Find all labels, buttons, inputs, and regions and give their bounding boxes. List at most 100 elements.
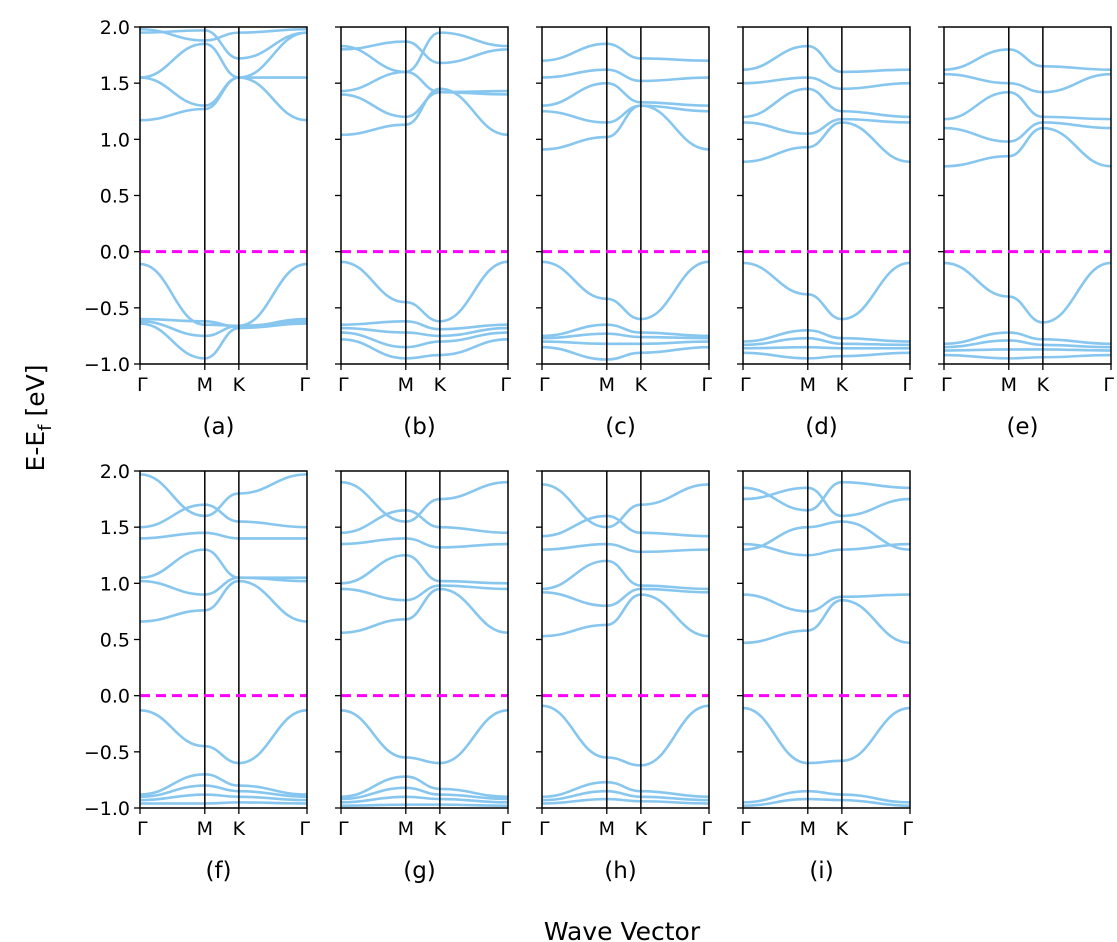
band-line-3 bbox=[743, 598, 910, 645]
panel-d: Γ M K Γ (d) bbox=[737, 26, 913, 440]
band-line-8 bbox=[341, 40, 508, 65]
y-tick-label: −1.0 bbox=[84, 798, 130, 820]
band-line-4 bbox=[140, 801, 307, 805]
band-line-4 bbox=[944, 353, 1111, 360]
band-line-7 bbox=[944, 90, 1111, 121]
band-lines bbox=[140, 473, 307, 805]
k-point-label: Γ bbox=[500, 374, 511, 396]
k-point-label: K bbox=[635, 818, 648, 840]
y-tick-label: 2.0 bbox=[100, 461, 130, 483]
panel-e: Γ M K Γ (e) bbox=[938, 26, 1114, 440]
k-point-label: M bbox=[398, 818, 414, 840]
k-point-label: Γ bbox=[701, 818, 712, 840]
band-line-7 bbox=[743, 87, 910, 119]
y-tick-label: −1.0 bbox=[84, 354, 130, 376]
band-line-2 bbox=[341, 786, 508, 801]
band-line-0 bbox=[743, 261, 910, 321]
panel-frame bbox=[541, 470, 710, 809]
band-line-1 bbox=[542, 780, 709, 799]
band-line-4 bbox=[542, 345, 709, 361]
y-tick-label: −0.5 bbox=[84, 298, 130, 320]
k-point-label: Γ bbox=[299, 818, 310, 840]
panel-label: (e) bbox=[1006, 414, 1038, 440]
panel-label: (a) bbox=[202, 414, 234, 440]
k-point-label: Γ bbox=[1103, 374, 1114, 396]
band-line-6 bbox=[944, 121, 1111, 143]
k-point-label: K bbox=[233, 818, 246, 840]
k-point-label: M bbox=[1001, 374, 1017, 396]
band-line-5 bbox=[743, 121, 910, 164]
k-point-label: Γ bbox=[941, 374, 952, 396]
panel-h: Γ M K Γ (h) bbox=[536, 470, 712, 884]
band-line-9 bbox=[341, 509, 508, 535]
k-point-label: K bbox=[836, 374, 849, 396]
y-tick-label: −0.5 bbox=[84, 742, 130, 764]
band-line-1 bbox=[542, 323, 709, 338]
band-line-5 bbox=[140, 76, 307, 107]
band-line-1 bbox=[944, 331, 1111, 346]
band-line-9 bbox=[743, 44, 910, 74]
band-line-3 bbox=[140, 322, 307, 360]
k-point-label: Γ bbox=[902, 374, 913, 396]
band-line-9 bbox=[542, 42, 709, 62]
band-lines bbox=[743, 44, 910, 360]
k-point-label: M bbox=[800, 818, 816, 840]
band-line-9 bbox=[542, 483, 709, 529]
band-line-1 bbox=[743, 789, 910, 804]
k-point-label: M bbox=[800, 374, 816, 396]
band-line-0 bbox=[341, 708, 508, 765]
k-point-label: Γ bbox=[299, 374, 310, 396]
band-line-0 bbox=[140, 708, 307, 765]
y-tick-label: 1.5 bbox=[100, 517, 130, 539]
panel-b: Γ M K Γ (b) bbox=[335, 26, 511, 440]
band-line-4 bbox=[743, 351, 910, 360]
band-lines bbox=[542, 42, 709, 361]
band-line-3 bbox=[542, 797, 709, 805]
panel-c: Γ M K Γ (c) bbox=[536, 26, 712, 440]
band-line-3 bbox=[140, 793, 307, 802]
band-line-1 bbox=[341, 775, 508, 799]
band-line-7 bbox=[140, 548, 307, 580]
k-point-label: Γ bbox=[902, 818, 913, 840]
band-line-4 bbox=[341, 337, 508, 360]
y-axis-title: E-Ef [eV] bbox=[21, 365, 56, 472]
band-line-1 bbox=[140, 772, 307, 796]
band-line-6 bbox=[542, 559, 709, 591]
band-line-6 bbox=[542, 104, 709, 124]
band-line-9 bbox=[341, 31, 508, 74]
band-line-2 bbox=[743, 336, 910, 347]
band-line-6 bbox=[341, 90, 508, 119]
band-lines bbox=[341, 480, 508, 808]
panel-label: (h) bbox=[604, 858, 637, 884]
band-lines bbox=[944, 48, 1111, 360]
band-line-7 bbox=[341, 70, 508, 94]
band-line-4 bbox=[140, 76, 307, 122]
panel-label: (i) bbox=[809, 858, 833, 884]
band-line-5 bbox=[341, 87, 508, 137]
band-line-2 bbox=[944, 339, 1111, 349]
band-line-1 bbox=[743, 328, 910, 343]
y-axis-title-main: E-E bbox=[21, 431, 50, 472]
band-lines bbox=[743, 480, 910, 808]
k-point-label: Γ bbox=[137, 818, 148, 840]
band-line-2 bbox=[743, 797, 910, 808]
band-line-8 bbox=[743, 76, 910, 91]
band-line-5 bbox=[542, 104, 709, 151]
band-line-6 bbox=[341, 584, 508, 602]
k-point-label: Γ bbox=[701, 374, 712, 396]
x-axis-title: Wave Vector bbox=[544, 917, 701, 942]
k-point-label: M bbox=[398, 374, 414, 396]
k-point-label: M bbox=[197, 818, 213, 840]
panel-label: (f) bbox=[205, 858, 231, 884]
band-line-7 bbox=[542, 542, 709, 554]
panel-g: Γ M K Γ (g) bbox=[335, 470, 511, 884]
k-point-label: Γ bbox=[539, 374, 550, 396]
y-tick-label: 0.0 bbox=[100, 686, 130, 708]
band-line-4 bbox=[341, 803, 508, 808]
band-line-8 bbox=[140, 27, 307, 42]
band-line-6 bbox=[743, 542, 910, 557]
band-lines bbox=[341, 31, 508, 360]
band-line-7 bbox=[542, 81, 709, 107]
band-line-5 bbox=[944, 126, 1111, 168]
y-tick-label: 1.0 bbox=[100, 129, 130, 151]
